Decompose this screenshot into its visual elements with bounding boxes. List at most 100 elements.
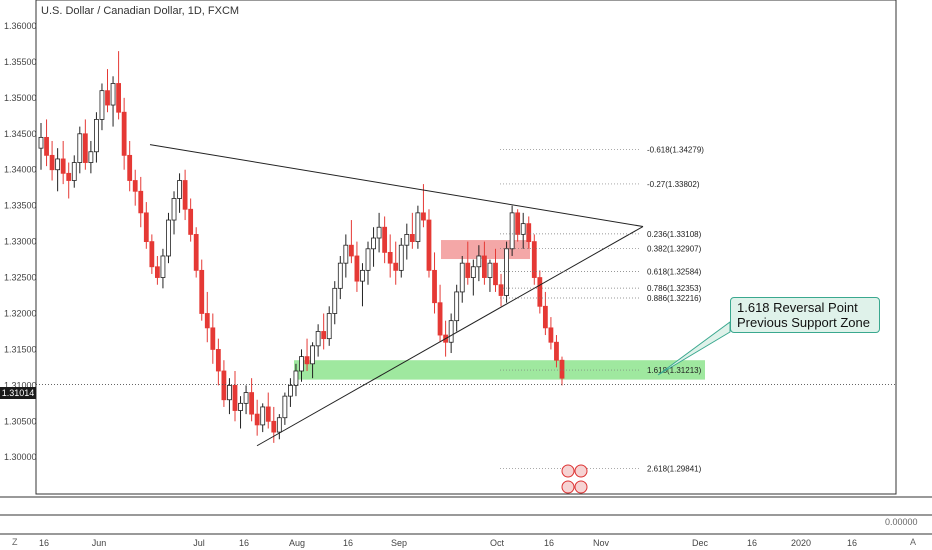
candle-body xyxy=(448,320,454,343)
x-tick-label: 16 xyxy=(343,538,353,548)
candle-body xyxy=(365,248,371,271)
candle-body xyxy=(199,269,205,314)
candle-body xyxy=(160,255,166,278)
y-tick-label: 1.30000 xyxy=(4,452,37,462)
candle-body xyxy=(454,291,460,322)
y-tick-label: 1.35000 xyxy=(4,93,37,103)
triangle-upper-line xyxy=(149,144,644,228)
candle-body xyxy=(249,392,255,415)
candle-body xyxy=(210,327,216,350)
candle-body xyxy=(559,359,565,379)
candle-body xyxy=(537,277,543,307)
candle-body xyxy=(299,356,304,372)
current-price-tag: 1.31014 xyxy=(0,387,36,399)
candle-body xyxy=(315,331,321,347)
candle-body xyxy=(149,241,155,268)
candle-body xyxy=(554,341,559,361)
support-zone xyxy=(294,360,705,380)
candle-body xyxy=(337,262,343,289)
fib-level-label: 0.886(1.32216) xyxy=(647,294,702,303)
candle-body xyxy=(404,234,410,246)
candle-body xyxy=(348,244,354,257)
candle-body xyxy=(66,172,72,181)
x-tick-label: 16 xyxy=(544,538,554,548)
candle-body xyxy=(498,284,504,296)
candle-body xyxy=(265,406,271,422)
candle-body xyxy=(459,262,465,293)
fib-level-label: -0.618(1.34279) xyxy=(647,146,704,155)
candle-body xyxy=(504,248,509,296)
candle-body xyxy=(470,266,476,278)
candle-body xyxy=(254,413,260,426)
x-tick-label: 2020 xyxy=(791,538,811,548)
candle-body xyxy=(409,234,415,243)
candle-body xyxy=(476,255,482,268)
candle-body xyxy=(542,305,548,329)
candle-body xyxy=(515,212,521,235)
candle-body xyxy=(171,198,177,221)
y-tick-label: 1.32000 xyxy=(4,308,37,318)
candle-body xyxy=(143,212,149,243)
y-tick-label: 1.35500 xyxy=(4,57,37,67)
candle-body xyxy=(282,395,288,419)
candle-body xyxy=(116,83,121,113)
x-tick-label: 16 xyxy=(239,538,249,548)
candle-body xyxy=(326,313,332,340)
x-tick-label: Nov xyxy=(593,538,610,548)
indicator-value: 0.00000 xyxy=(885,517,918,527)
candle-body xyxy=(343,244,349,264)
candle-body xyxy=(38,136,44,149)
candle-body xyxy=(166,219,171,257)
x-tick-label: Aug xyxy=(289,538,305,548)
candle-body xyxy=(99,90,105,120)
zoom-icon[interactable]: Z xyxy=(12,537,18,547)
x-tick-label: Sep xyxy=(391,538,407,548)
fib-level-label: 0.786(1.32353) xyxy=(647,284,702,293)
candle-body xyxy=(71,162,77,181)
candle-body xyxy=(105,90,110,106)
candle-body xyxy=(288,384,293,397)
candle-body xyxy=(482,255,487,278)
chart-title: U.S. Dollar / Canadian Dollar, 1D, FXCM xyxy=(41,5,240,17)
candle-body xyxy=(221,370,227,401)
x-tick-label: Dec xyxy=(692,538,709,548)
candle-body xyxy=(415,212,421,243)
candle-body xyxy=(276,417,282,433)
candle-body xyxy=(426,219,432,271)
fib-level-label: 0.382(1.32907) xyxy=(647,244,702,253)
candle-body xyxy=(421,212,426,221)
candle-body xyxy=(437,302,443,336)
x-tick-label: 16 xyxy=(39,538,49,548)
candle-body xyxy=(354,255,360,282)
y-tick-label: 1.31500 xyxy=(4,344,37,354)
candle-body xyxy=(121,111,127,156)
annotation-callout: 1.618 Reversal Point Previous Support Zo… xyxy=(730,297,880,333)
y-tick-label: 1.34000 xyxy=(4,165,37,175)
candle-body xyxy=(393,262,399,271)
candle-body xyxy=(60,158,66,174)
x-tick-label: 16 xyxy=(747,538,757,548)
candle-body xyxy=(55,158,61,171)
candle-body xyxy=(321,331,327,340)
fib-level-label: 0.236(1.33108) xyxy=(647,230,702,239)
candle-body xyxy=(260,406,266,426)
candle-body xyxy=(77,133,83,163)
x-tick-label: Oct xyxy=(490,538,505,548)
callout-line-1: 1.618 Reversal Point xyxy=(737,300,858,315)
candle-body xyxy=(293,370,299,386)
auto-scale-icon[interactable]: A xyxy=(910,537,917,547)
candle-body xyxy=(387,251,393,264)
fib-level-label: 1.618(1.31213) xyxy=(647,366,702,375)
plot-frame xyxy=(35,0,897,495)
candle-body xyxy=(49,154,55,171)
fib-level-label: 0.618(1.32584) xyxy=(647,268,702,277)
y-tick-label: 1.36000 xyxy=(4,21,37,31)
candle-body xyxy=(243,392,249,404)
candle-body xyxy=(376,226,382,239)
candle-body xyxy=(531,241,537,278)
callout-line-2: Previous Support Zone xyxy=(737,315,870,330)
candle-body xyxy=(88,151,94,163)
candle-body xyxy=(94,119,99,153)
candle-body xyxy=(509,212,515,250)
event-badge xyxy=(574,480,588,494)
